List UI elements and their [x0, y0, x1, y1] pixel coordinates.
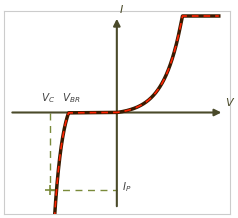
Text: $V_C$: $V_C$ [41, 92, 55, 105]
Text: $I_P$: $I_P$ [122, 180, 131, 194]
Text: $V_{BR}$: $V_{BR}$ [62, 92, 80, 105]
Text: V: V [225, 98, 233, 108]
Text: I: I [120, 5, 123, 15]
